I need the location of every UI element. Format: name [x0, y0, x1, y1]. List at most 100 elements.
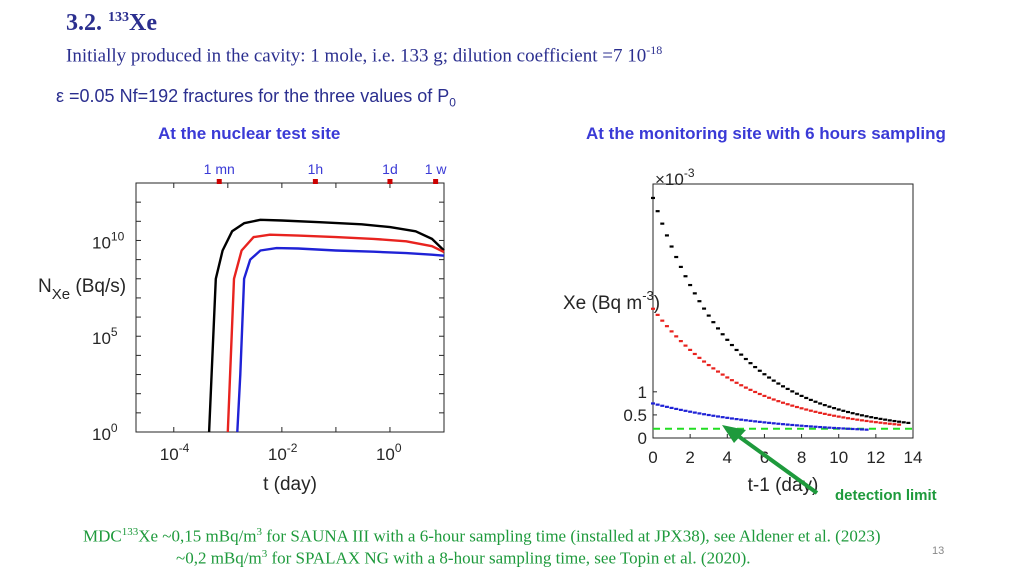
series-line — [207, 218, 445, 433]
sample-point — [706, 413, 711, 417]
time-marker-label: 1 w — [425, 161, 448, 177]
slide-title: 3.2. 133Xe — [66, 10, 157, 37]
sample-point — [836, 427, 841, 430]
sample-point — [794, 405, 799, 409]
sample-point — [702, 413, 707, 416]
x-tick-label: 100 — [376, 441, 402, 464]
sample-point — [720, 373, 725, 376]
sample-point — [832, 414, 837, 417]
sample-point — [688, 410, 693, 413]
sample-point — [725, 338, 730, 341]
sample-point — [878, 421, 883, 424]
sample-point — [776, 422, 781, 425]
sample-point — [808, 425, 813, 428]
sample-point — [678, 265, 683, 269]
slide-subtitle: Initially produced in the cavity: 1 mole… — [66, 43, 662, 67]
sample-point — [804, 396, 809, 400]
footer1-sup2: 3 — [256, 526, 263, 538]
sample-point — [725, 416, 730, 419]
sample-point — [873, 416, 878, 420]
time-marker — [433, 179, 439, 184]
sample-point — [720, 333, 725, 336]
sample-point — [813, 410, 818, 413]
parameter-line: ε =0.05 Nf=192 fractures for the three v… — [56, 86, 456, 110]
x-tick-label: 0 — [648, 448, 657, 467]
page-number: 13 — [932, 545, 945, 557]
sample-point — [808, 398, 813, 402]
sample-point — [822, 412, 827, 415]
sample-point — [859, 414, 864, 417]
series-line — [236, 246, 445, 433]
subtitle-text: Initially produced in the cavity: 1 mole… — [66, 45, 647, 67]
sample-point — [729, 379, 734, 382]
y-tick-label: 0 — [638, 429, 647, 448]
sample-point — [702, 307, 707, 310]
footer2-pre: ~0,2 mBq/m — [176, 548, 262, 568]
sample-point — [887, 422, 892, 425]
sample-point — [781, 385, 785, 388]
series-line — [226, 233, 445, 433]
sample-point — [664, 234, 669, 237]
time-marker — [216, 179, 222, 184]
sample-point — [664, 405, 669, 408]
sample-point — [729, 343, 734, 347]
sample-point — [651, 307, 655, 310]
sample-point — [897, 423, 902, 426]
right-column-title: At the monitoring site with 6 hours samp… — [586, 124, 946, 143]
sample-point — [753, 420, 758, 423]
sample-point — [813, 425, 818, 428]
sample-point — [743, 357, 748, 361]
sample-point — [790, 423, 795, 427]
sample-point — [887, 419, 892, 422]
sample-point — [720, 416, 725, 419]
sample-point — [818, 411, 823, 414]
sample-point — [697, 300, 702, 303]
sample-point — [692, 292, 697, 295]
sample-point — [869, 420, 874, 423]
sample-point — [813, 400, 818, 403]
sample-point — [873, 421, 878, 424]
x-tick-label: 10 — [829, 448, 848, 467]
x-tick-label: 6 — [760, 448, 769, 467]
sample-point — [832, 407, 837, 410]
sample-point — [836, 415, 841, 418]
section-number: 3.2. — [66, 10, 102, 36]
sample-point — [790, 390, 795, 393]
x-tick-label: 12 — [866, 448, 885, 467]
y-tick-label: 1010 — [92, 229, 125, 252]
time-marker-label: 1d — [382, 161, 398, 177]
sample-point — [883, 418, 888, 421]
sample-point — [869, 416, 874, 419]
sample-point — [767, 421, 772, 424]
sample-point — [692, 411, 697, 414]
sample-point — [688, 348, 693, 351]
sample-point — [850, 417, 855, 421]
sample-point — [655, 403, 660, 406]
sample-point — [785, 387, 790, 391]
sample-point — [660, 319, 665, 322]
time-marker — [387, 179, 393, 184]
sample-point — [757, 369, 762, 372]
sample-point — [655, 313, 660, 316]
sample-point — [669, 330, 674, 333]
annotation-arrow-head — [722, 425, 746, 443]
sample-point — [683, 275, 688, 278]
footer-line-1: MDC133Xe ~0,15 mBq/m3 for SAUNA III with… — [83, 526, 881, 547]
x-tick-label: 8 — [797, 448, 806, 467]
sample-point — [678, 340, 683, 343]
sample-point — [901, 421, 906, 424]
x-tick-label: 4 — [723, 448, 732, 467]
sample-point — [818, 425, 823, 429]
x-tick-label: 2 — [685, 448, 694, 467]
time-marker-label: 1 mn — [204, 161, 235, 177]
sample-point — [748, 388, 753, 391]
sample-point — [794, 424, 799, 427]
parameter-subscript: 0 — [449, 95, 456, 110]
sample-point — [864, 419, 869, 423]
sample-point — [743, 386, 748, 389]
sample-point — [757, 392, 762, 396]
sample-point — [827, 413, 832, 416]
y-tick-label: 100 — [92, 421, 118, 444]
sample-point — [697, 356, 702, 359]
sample-point — [767, 376, 772, 379]
